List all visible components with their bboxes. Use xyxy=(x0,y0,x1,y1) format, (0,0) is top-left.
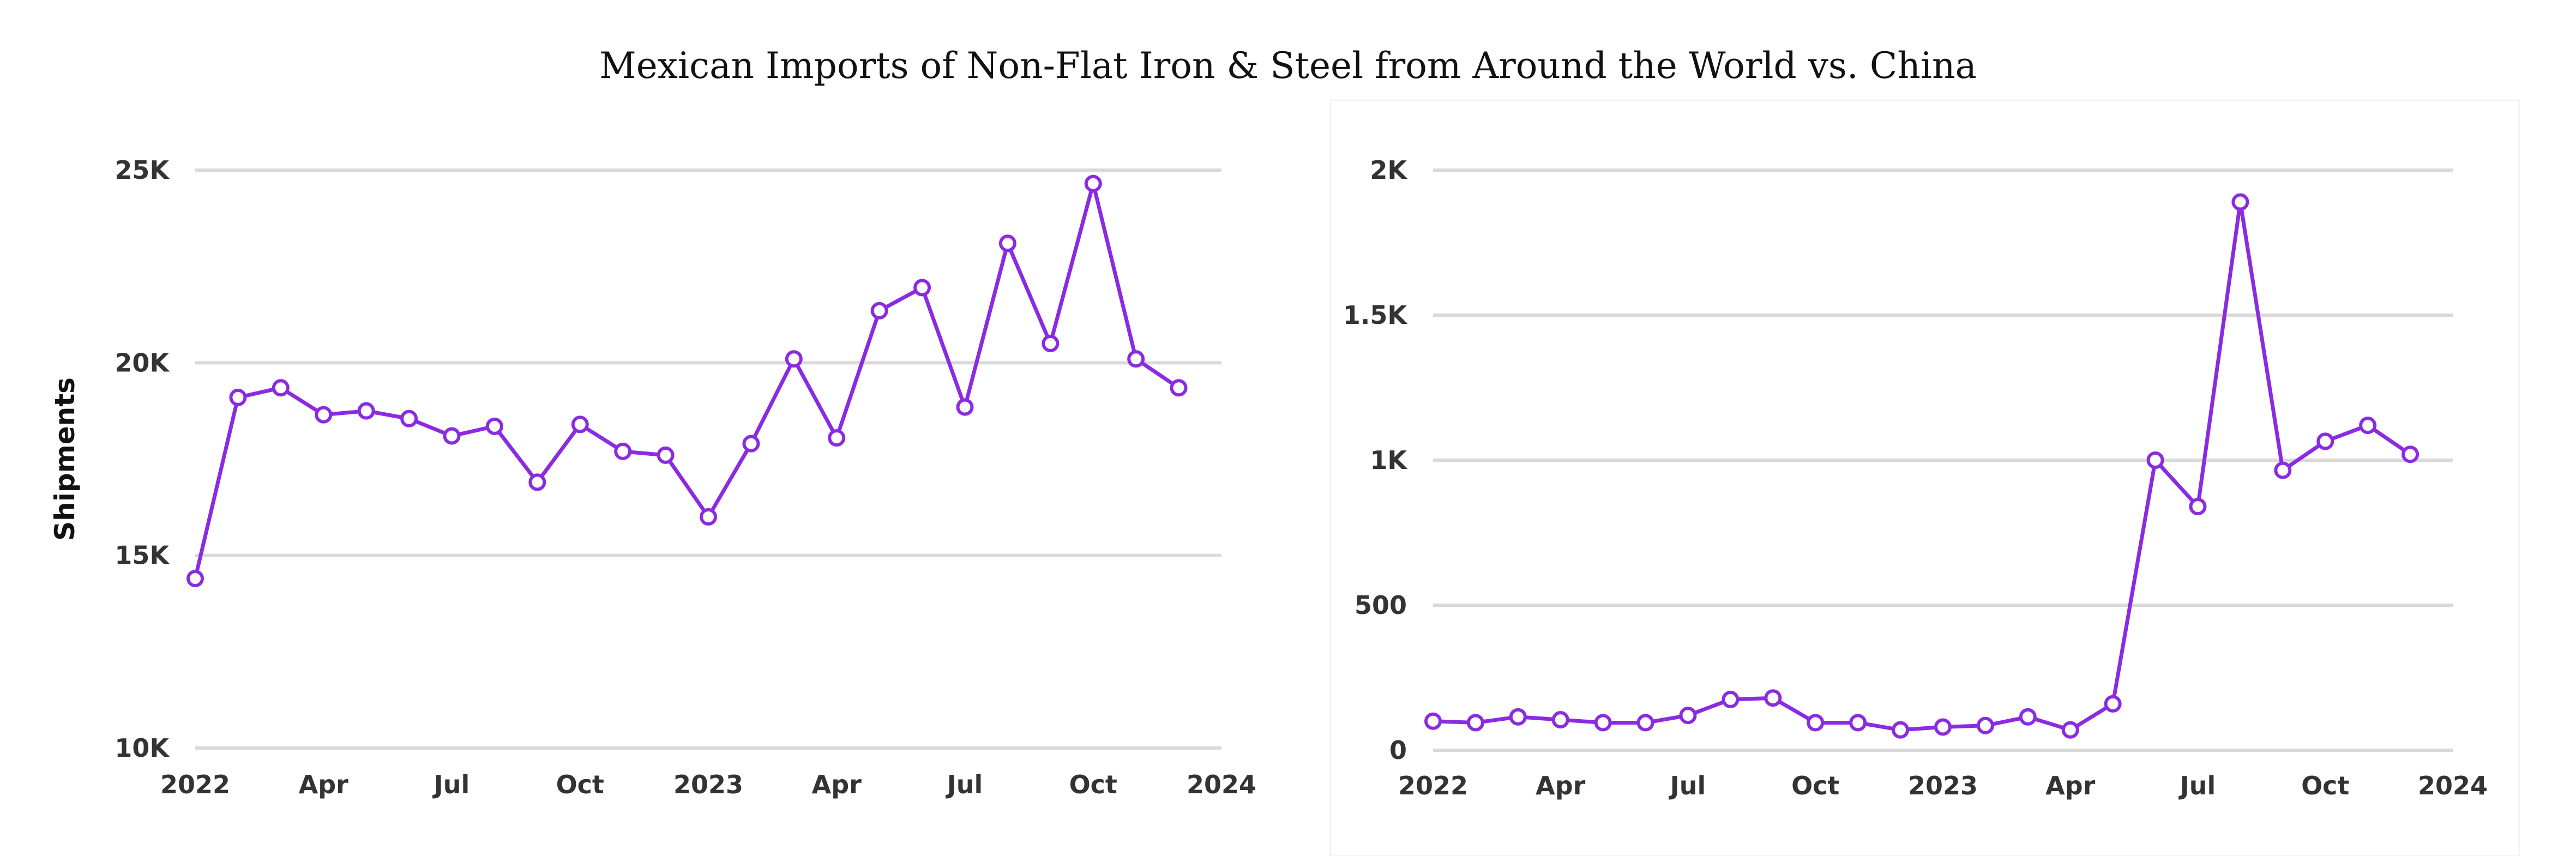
y-tick-label: 15K xyxy=(115,541,170,570)
data-point[interactable] xyxy=(186,570,204,588)
data-point[interactable] xyxy=(357,402,375,420)
y-tick-label: 1K xyxy=(1370,445,1408,475)
x-tick-label: Jul xyxy=(2178,771,2216,800)
data-point[interactable] xyxy=(2274,461,2292,479)
data-point[interactable] xyxy=(1170,379,1188,397)
data-point[interactable] xyxy=(700,508,717,526)
data-point[interactable] xyxy=(1764,689,1782,707)
right-panel-border xyxy=(1329,99,2520,856)
data-point[interactable] xyxy=(785,350,803,368)
x-tick-label: Apr xyxy=(299,770,349,799)
series-line xyxy=(193,182,1180,579)
data-point[interactable] xyxy=(1807,714,1825,732)
x-tick-label: Apr xyxy=(2045,771,2096,800)
data-point[interactable] xyxy=(571,415,589,433)
data-point[interactable] xyxy=(1551,711,1569,729)
x-tick-label: 2024 xyxy=(1187,770,1256,799)
y-tick-label: 10K xyxy=(115,733,170,763)
data-point[interactable] xyxy=(272,379,290,397)
x-tick-label: 2022 xyxy=(160,770,230,799)
x-tick-label: 2023 xyxy=(673,770,743,799)
data-point[interactable] xyxy=(1679,707,1697,725)
data-point[interactable] xyxy=(1892,721,1910,739)
y-tick-label: 0 xyxy=(1389,736,1407,765)
data-point[interactable] xyxy=(400,409,418,427)
data-point[interactable] xyxy=(443,427,461,445)
data-point[interactable] xyxy=(1509,708,1527,726)
x-tick-label: Jul xyxy=(432,770,470,799)
data-point[interactable] xyxy=(2146,451,2164,469)
chart-china: 0 500 1K 1.5K 2K 2022 Apr Jul Oct 2023 Apr Jul Oct 20… xyxy=(1343,155,2488,800)
data-point[interactable] xyxy=(2061,721,2079,739)
y-axis-title: Shipments xyxy=(49,377,81,541)
data-point[interactable] xyxy=(657,446,675,464)
x-tick-label: Apr xyxy=(812,770,862,799)
x-tick-label: 2023 xyxy=(1908,771,1978,800)
x-tick-label: 2022 xyxy=(1398,771,1468,800)
data-point[interactable] xyxy=(1084,174,1102,192)
data-point[interactable] xyxy=(913,279,931,297)
data-point[interactable] xyxy=(956,398,974,416)
data-point[interactable] xyxy=(1042,335,1060,352)
y-tick-label: 20K xyxy=(115,348,170,377)
x-tick-label: 2024 xyxy=(2418,771,2488,800)
y-tick-label: 1.5K xyxy=(1343,300,1408,330)
series-line xyxy=(1433,200,2412,732)
data-point[interactable] xyxy=(1934,718,1952,736)
data-point[interactable] xyxy=(229,388,247,406)
data-point[interactable] xyxy=(1636,714,1654,732)
x-tick-label: Oct xyxy=(1791,771,1839,800)
x-tick-label: Jul xyxy=(1669,771,1706,800)
chart-world: 10K 15K 20K 25K 2022 Apr Jul Oct 2023 Apr Jul Oct 20… xyxy=(49,155,1256,799)
data-point[interactable] xyxy=(485,417,503,435)
data-point[interactable] xyxy=(2231,193,2249,211)
data-point[interactable] xyxy=(1722,690,1740,708)
data-point[interactable] xyxy=(1127,350,1145,368)
data-point[interactable] xyxy=(315,406,333,424)
x-tick-label: Oct xyxy=(1069,770,1117,799)
data-point[interactable] xyxy=(742,435,760,453)
data-point[interactable] xyxy=(614,442,632,460)
data-point[interactable] xyxy=(528,473,546,491)
data-point[interactable] xyxy=(2104,695,2122,713)
data-point[interactable] xyxy=(1594,714,1612,732)
data-point[interactable] xyxy=(1849,714,1867,732)
data-point[interactable] xyxy=(2316,432,2334,450)
data-point[interactable] xyxy=(1976,716,1994,734)
y-tick-label: 500 xyxy=(1355,590,1407,620)
figure-title: Mexican Imports of Non-Flat Iron & Steel… xyxy=(599,45,1977,87)
data-point[interactable] xyxy=(2359,417,2377,435)
data-point[interactable] xyxy=(1466,714,1484,732)
y-tick-label: 25K xyxy=(115,155,170,185)
data-point[interactable] xyxy=(2402,445,2419,463)
x-tick-label: Apr xyxy=(1536,771,1586,800)
x-tick-label: Jul xyxy=(946,770,983,799)
x-tick-label: Oct xyxy=(2301,771,2349,800)
data-point[interactable] xyxy=(2189,498,2207,516)
data-point[interactable] xyxy=(2019,708,2037,726)
data-point[interactable] xyxy=(870,302,888,320)
data-point[interactable] xyxy=(998,234,1016,252)
y-tick-label: 2K xyxy=(1370,155,1408,185)
data-point[interactable] xyxy=(1424,712,1442,730)
data-point[interactable] xyxy=(828,429,846,447)
x-tick-label: Oct xyxy=(556,770,604,799)
